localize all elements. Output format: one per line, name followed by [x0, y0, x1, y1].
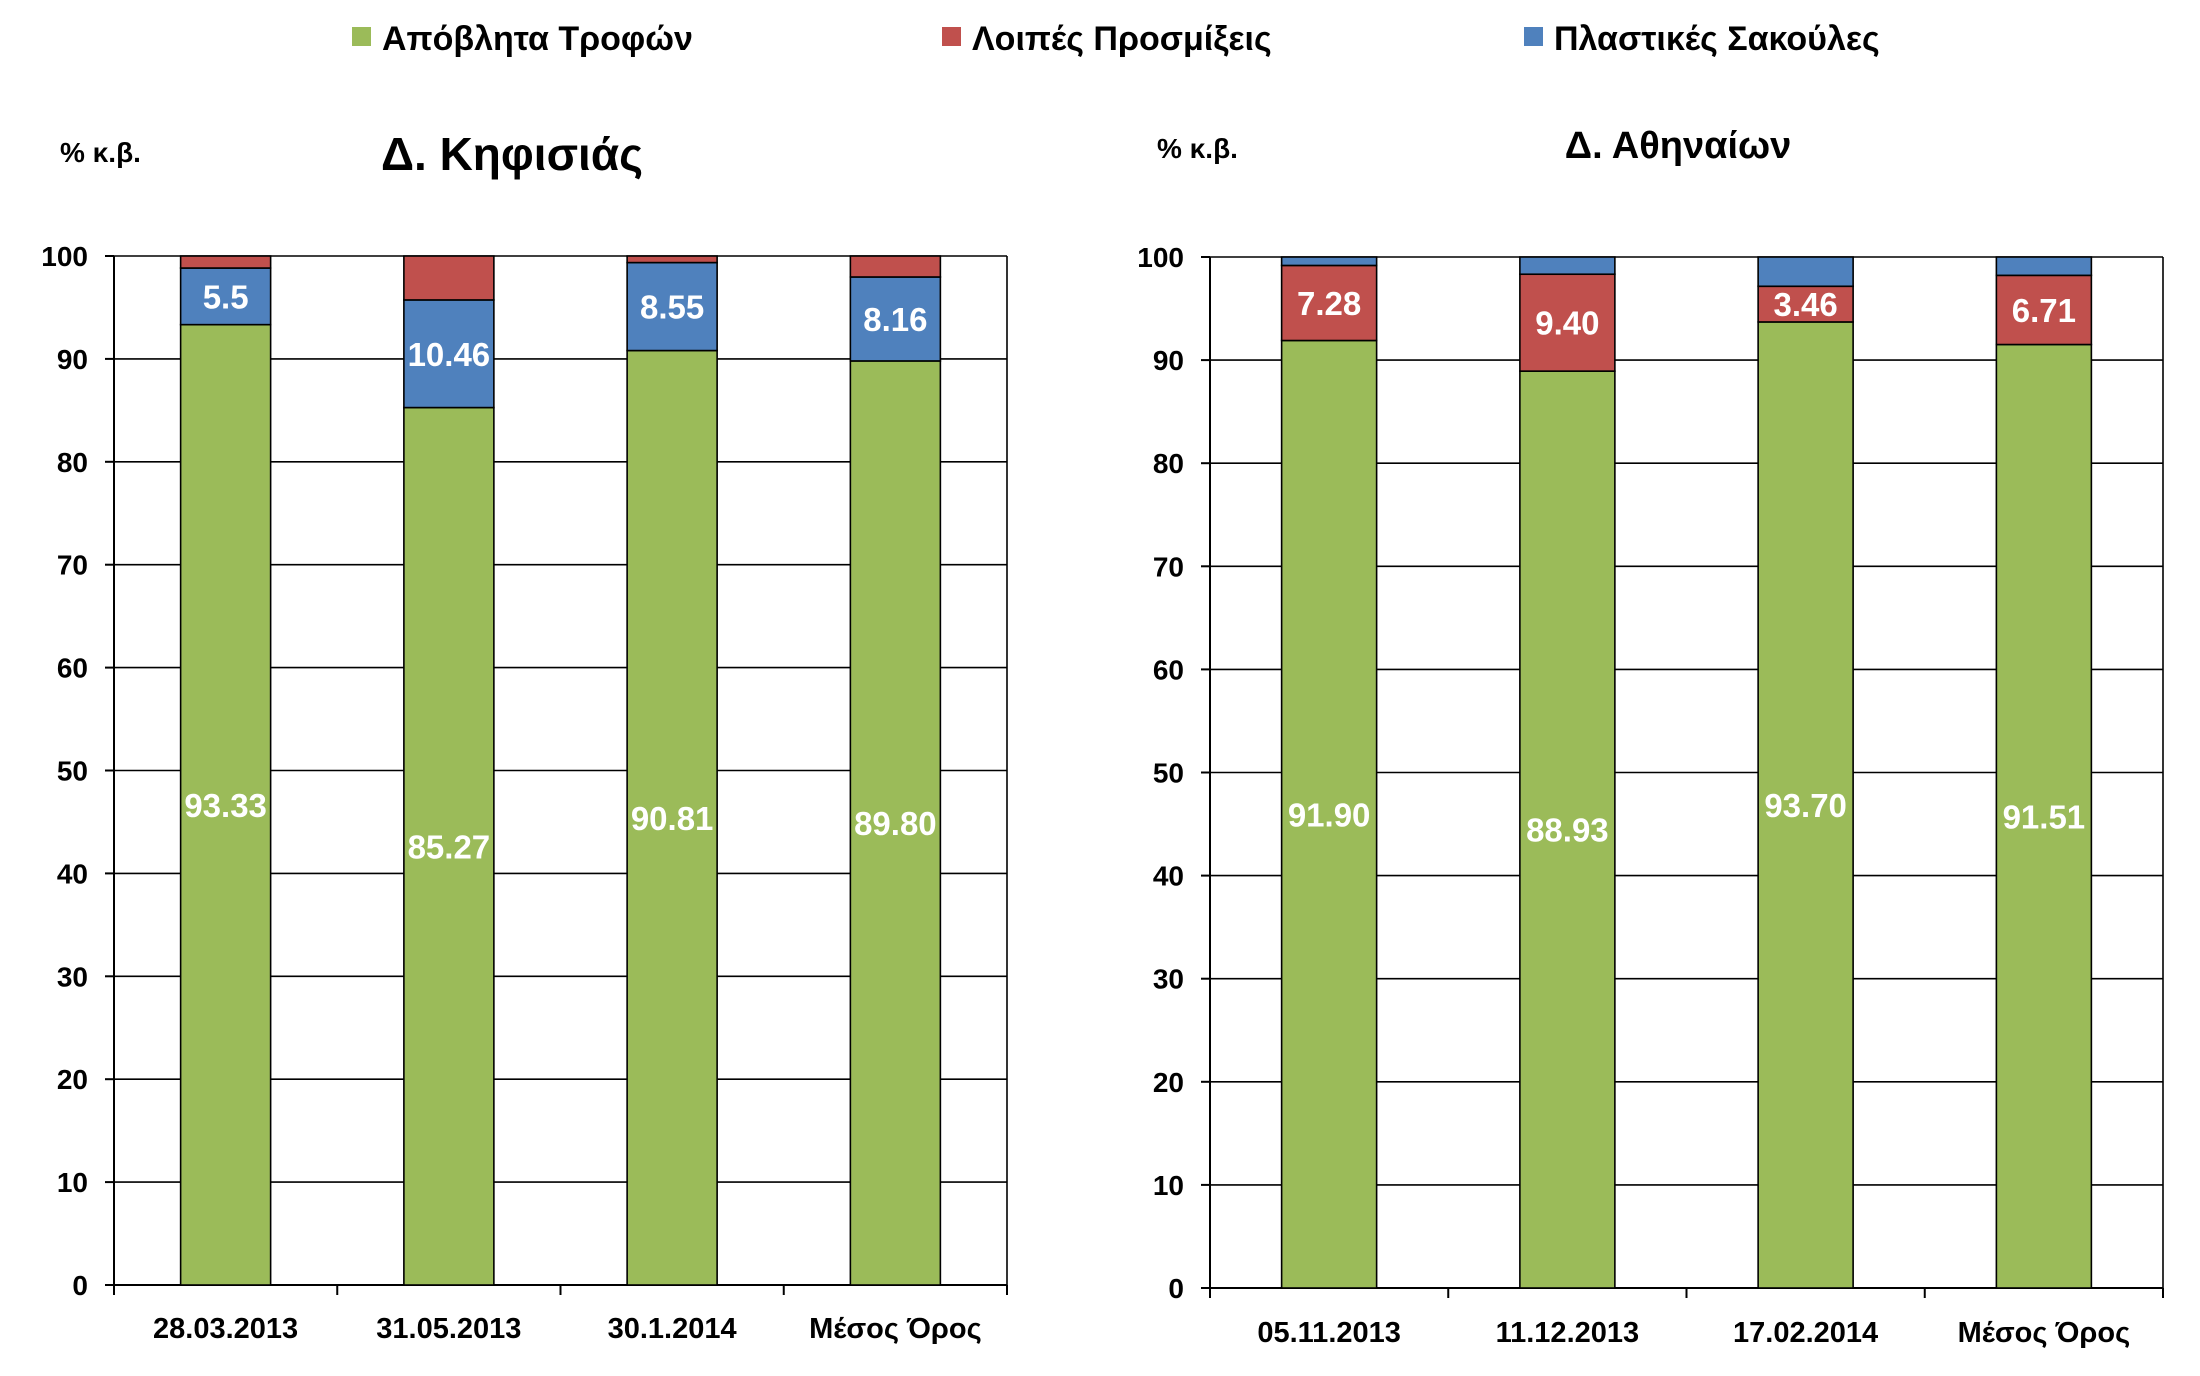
y-tick-label-90: 90: [1153, 345, 1184, 376]
bar-segment-3-1: [179, 255, 272, 269]
y-tick-label-50: 50: [57, 756, 88, 787]
y-axis-label: % κ.β.: [1157, 133, 1238, 164]
y-tick-label-0: 0: [72, 1270, 88, 1301]
bar-value-label-1-1: 93.33: [184, 787, 267, 824]
y-axis-label: % κ.β.: [60, 137, 141, 168]
bar-value-label-1-3: 93.70: [1764, 787, 1847, 824]
x-category-label-3: 30.1.2014: [608, 1313, 737, 1345]
x-category-label-1: 05.11.2013: [1257, 1317, 1401, 1349]
bar-segment-2-4: [1995, 274, 2093, 346]
x-category-label-1: 28.03.2013: [153, 1313, 298, 1345]
bar-segment-3-3: [626, 255, 718, 264]
bar-value-label-1-3: 90.81: [631, 800, 714, 837]
bar-value-label-2-1: 7.28: [1297, 285, 1361, 322]
bar-segment-1-4: [849, 360, 942, 1286]
x-category-label-3: 17.02.2014: [1733, 1317, 1878, 1349]
bar-segment-3-3: [1757, 256, 1854, 288]
bar-segment-1-3: [1757, 321, 1854, 1289]
bar-value-label-1-1: 91.90: [1288, 796, 1371, 833]
y-tick-label-40: 40: [1153, 861, 1184, 892]
y-tick-label-80: 80: [57, 447, 88, 478]
bar-value-label-2-4: 8.16: [863, 301, 927, 338]
bar-value-label-1-4: 91.51: [2003, 798, 2086, 835]
y-tick-label-0: 0: [1168, 1273, 1184, 1304]
bar-segment-3-4: [849, 255, 942, 278]
legend-label-3: Πλαστικές Σακούλες: [1554, 20, 1880, 58]
bar-value-label-2-3: 8.55: [640, 289, 704, 326]
chart-athens: Δ. Αθηναίων % κ.β. 0 10 20 30 40 50 60 70 80 90 100 9…: [1137, 125, 2164, 1349]
legend: Απόβλητα Τροφών Λοιπές Προσμίξεις Πλαστικέ…: [352, 20, 1880, 58]
bar-segment-2-4: [849, 276, 942, 362]
y-tick-label-10: 10: [1153, 1170, 1184, 1201]
bar-segment-3-2: [403, 255, 495, 301]
bar-segment-3-4: [1995, 256, 2093, 277]
y-tick-label-80: 80: [1153, 448, 1184, 479]
y-tick-label-30: 30: [1153, 964, 1184, 995]
y-tick-label-50: 50: [1153, 758, 1184, 789]
bar-segment-2-3: [1757, 285, 1854, 323]
legend-swatch-1: [352, 27, 371, 46]
bar-segment-1-4: [1995, 343, 2093, 1289]
x-category-label-4: Μέσος Όρος: [809, 1313, 982, 1345]
bar-segment-2-1: [179, 267, 272, 326]
y-tick-label-20: 20: [57, 1064, 88, 1095]
legend-label-2: Λοιπές Προσμίξεις: [972, 20, 1272, 58]
bar-segment-2-3: [626, 261, 718, 352]
y-tick-label-60: 60: [57, 653, 88, 684]
y-tick-label-40: 40: [57, 858, 88, 889]
bar-value-label-2-1: 5.5: [203, 278, 249, 315]
legend-swatch-3: [1524, 27, 1543, 46]
y-tick-label-90: 90: [57, 344, 88, 375]
bar-value-label-2-2: 9.40: [1535, 305, 1599, 342]
y-tick-label-100: 100: [41, 241, 88, 272]
bar-segment-1-3: [626, 349, 718, 1286]
bar-value-label-1-2: 85.27: [408, 828, 491, 865]
bar-segment-1-1: [1280, 339, 1378, 1289]
y-tick-label-60: 60: [1153, 654, 1184, 685]
bar-segment-1-2: [403, 406, 495, 1286]
chart-title: Δ. Αθηναίων: [1565, 125, 1792, 167]
bar-segment-1-2: [1519, 370, 1616, 1289]
bar-value-label-1-2: 88.93: [1526, 812, 1609, 849]
bar-value-label-2-4: 6.71: [2012, 292, 2076, 329]
bar-segment-3-1: [1280, 256, 1378, 267]
y-tick-label-70: 70: [1153, 551, 1184, 582]
x-category-label-4: Μέσος Όρος: [1958, 1317, 2131, 1349]
y-tick-label-30: 30: [57, 961, 88, 992]
chart-kifisia: Δ. Κηφισιάς % κ.β. 0 10 20 30 40 50 60 70 80 90 100 9…: [41, 128, 1008, 1345]
bar-segment-3-2: [1519, 256, 1616, 276]
bar-segment-2-1: [1280, 264, 1378, 342]
y-tick-label-10: 10: [57, 1167, 88, 1198]
chart-title: Δ. Κηφισιάς: [381, 128, 643, 180]
y-tick-label-20: 20: [1153, 1067, 1184, 1098]
bar-segment-1-1: [179, 323, 272, 1286]
y-tick-label-100: 100: [1137, 242, 1184, 273]
y-tick-label-70: 70: [57, 550, 88, 581]
bar-value-label-1-4: 89.80: [854, 805, 937, 842]
legend-swatch-2: [942, 27, 961, 46]
legend-label-1: Απόβλητα Τροφών: [382, 20, 693, 58]
x-category-label-2: 31.05.2013: [376, 1313, 521, 1345]
bar-value-label-2-3: 3.46: [1774, 286, 1838, 323]
x-category-label-2: 11.12.2013: [1496, 1317, 1640, 1349]
bar-value-label-2-2: 10.46: [408, 336, 491, 373]
